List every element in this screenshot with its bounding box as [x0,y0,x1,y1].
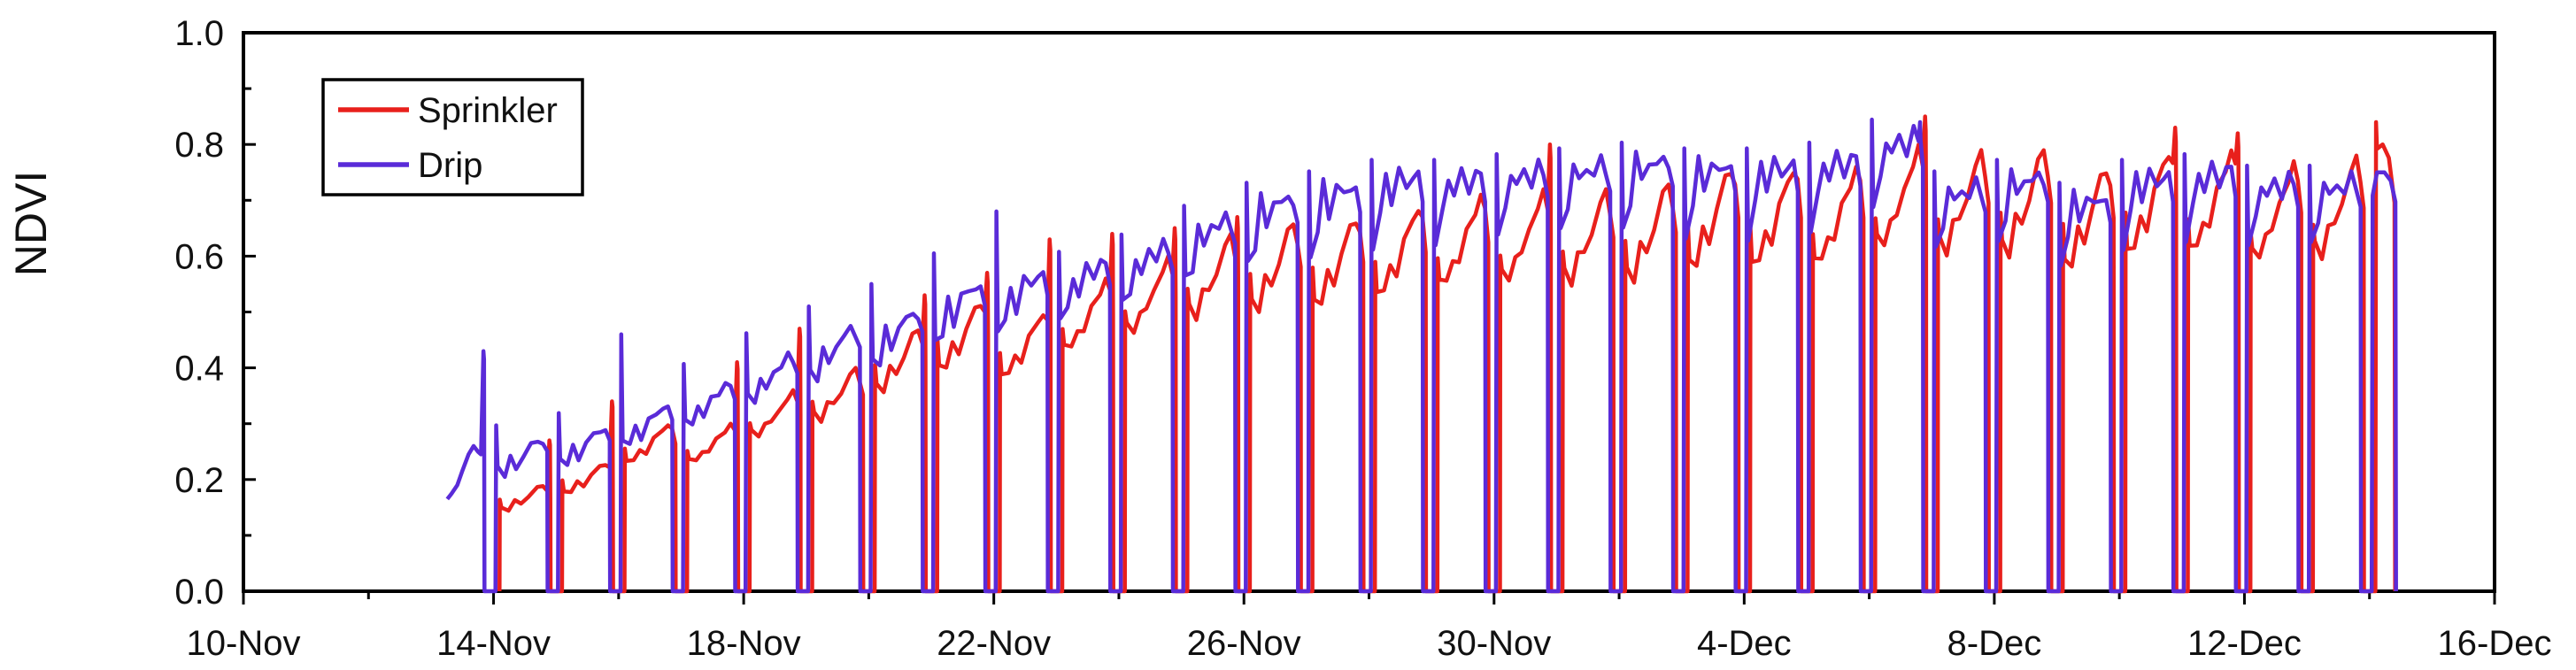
y-tick-label: 0.6 [174,237,224,276]
x-tick-label: 26-Nov [1187,624,1301,663]
legend-label-drip: Drip [418,146,482,185]
y-axis: 0.0 0.2 0.4 0.6 0.8 1.0 [174,14,256,612]
x-tick-label: 12-Dec [2187,624,2302,663]
y-tick-label: 0.2 [174,461,224,500]
x-tick-label: 4-Dec [1697,624,1792,663]
y-tick-label: 0.0 [174,573,224,612]
legend-box [321,78,584,196]
legend: Sprinkler Drip [321,78,584,196]
x-tick-label: 22-Nov [937,624,1051,663]
y-tick-label: 1.0 [174,14,224,53]
x-tick-label: 30-Nov [1437,624,1551,663]
y-tick-label: 0.4 [174,350,224,389]
y-axis-title: NDVI [6,171,56,276]
x-axis: 10-Nov 14-Nov 18-Nov 22-Nov 26-Nov 30-Nov 4-De… [187,591,2552,663]
x-tick-label: 10-Nov [187,624,301,663]
legend-label-sprinkler: Sprinkler [418,91,558,130]
y-tick-label: 0.8 [174,126,224,165]
x-tick-label: 8-Dec [1947,624,2042,663]
x-tick-label: 14-Nov [436,624,551,663]
x-tick-label: 16-Dec [2438,624,2552,663]
series-drip-line [445,117,2398,594]
x-tick-label: 18-Nov [687,624,801,663]
